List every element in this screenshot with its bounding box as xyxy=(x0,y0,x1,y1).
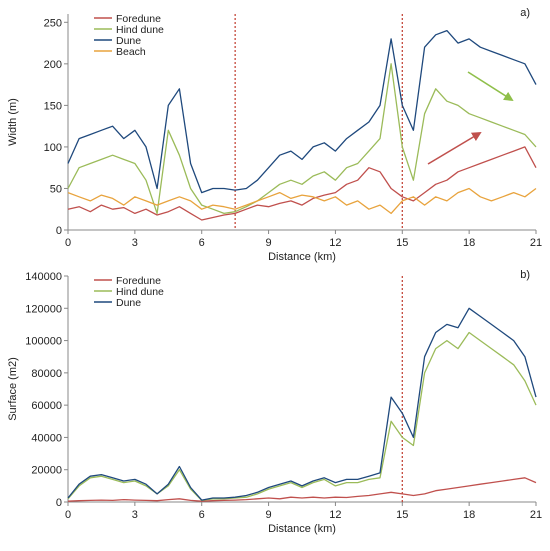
legend-label: Foredune xyxy=(116,13,161,25)
legend-label: Dune xyxy=(116,35,141,47)
x-tick-label: 15 xyxy=(396,509,408,521)
y-axis-title: Surface (m2) xyxy=(7,357,19,421)
series-line-beach xyxy=(67,187,537,215)
x-axis-title: Distance (km) xyxy=(268,523,336,535)
x-tick-label: 9 xyxy=(266,509,272,521)
y-tick-label: 0 xyxy=(56,225,62,237)
x-tick-label: 18 xyxy=(463,509,475,521)
x-tick-label: 0 xyxy=(65,237,71,249)
y-tick-label: 100000 xyxy=(25,336,62,348)
y-tick-label: 40000 xyxy=(31,432,62,444)
x-tick-label: 0 xyxy=(65,509,71,521)
y-tick-label: 60000 xyxy=(31,400,62,412)
legend-label: Hind dune xyxy=(116,286,164,298)
legend-label: Hind dune xyxy=(116,24,164,36)
y-tick-label: 100 xyxy=(44,142,62,154)
x-tick-label: 18 xyxy=(463,237,475,249)
x-tick-label: 12 xyxy=(329,509,341,521)
y-tick-label: 120000 xyxy=(25,303,62,315)
series-line-foredune xyxy=(67,477,537,502)
x-tick-label: 3 xyxy=(132,237,138,249)
trend-arrow-foredune xyxy=(427,132,482,165)
series-line-foredune xyxy=(67,146,537,221)
legend-label: Beach xyxy=(116,46,146,58)
series-line-dune xyxy=(67,307,537,501)
y-axis-title: Width (m) xyxy=(7,98,19,146)
trend-arrow-hind-dune xyxy=(467,71,514,102)
x-tick-label: 21 xyxy=(530,509,542,521)
panel-a: 0 50 100 150 200 250 0 3 6 9 12 15 18 21 Distance (km)… xyxy=(7,7,542,263)
x-tick-label: 21 xyxy=(530,237,542,249)
y-tick-label: 150 xyxy=(44,100,62,112)
x-tick-label: 12 xyxy=(329,237,341,249)
x-tick-label: 6 xyxy=(199,237,205,249)
y-tick-label: 0 xyxy=(56,497,62,509)
y-tick-label: 50 xyxy=(50,183,62,195)
y-tick-label: 250 xyxy=(44,17,62,29)
x-tick-label: 6 xyxy=(199,509,205,521)
x-tick-label: 3 xyxy=(132,509,138,521)
x-tick-label: 9 xyxy=(266,237,272,249)
legend-label: Dune xyxy=(116,297,141,309)
y-tick-label: 200 xyxy=(44,59,62,71)
panel-label: b) xyxy=(520,269,530,281)
y-tick-label: 140000 xyxy=(25,271,62,283)
series-line-dune xyxy=(67,29,537,194)
y-tick-label: 20000 xyxy=(31,465,62,477)
legend-label: Foredune xyxy=(116,275,161,287)
panel-b: 0 20000 40000 60000 80000 100000 120000 140000 0… xyxy=(7,269,542,535)
panel-label: a) xyxy=(520,7,530,19)
x-axis-title: Distance (km) xyxy=(268,251,336,263)
series-line-hind-dune xyxy=(67,63,537,215)
x-tick-label: 15 xyxy=(396,237,408,249)
y-tick-label: 80000 xyxy=(31,368,62,380)
series-line-hind-dune xyxy=(67,331,537,502)
